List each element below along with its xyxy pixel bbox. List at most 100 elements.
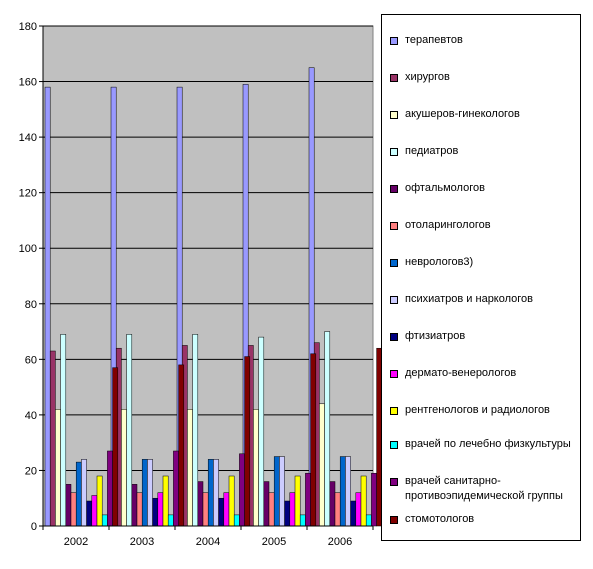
- bar: [91, 495, 98, 527]
- legend-item: дермато-венерологов: [390, 366, 576, 381]
- bar: [96, 475, 103, 527]
- y-tick-label: 140: [19, 132, 37, 144]
- legend-swatch: [390, 222, 398, 230]
- legend-swatch: [390, 407, 398, 415]
- x-tick-label: 2005: [262, 536, 286, 548]
- legend-swatch: [390, 333, 398, 341]
- x-tick-label: 2002: [64, 536, 88, 548]
- legend-item: психиатров и наркологов: [390, 292, 576, 307]
- bar: [334, 492, 341, 527]
- bar: [371, 472, 377, 527]
- bar: [284, 500, 291, 527]
- legend-item: офтальмологов: [390, 181, 576, 196]
- y-tick-label: 40: [25, 410, 37, 422]
- legend-swatch: [390, 74, 398, 82]
- bar-series: [44, 67, 383, 527]
- legend-label: педиатров: [405, 145, 459, 157]
- y-tick-label: 180: [19, 21, 37, 33]
- legend-item: хирургов: [390, 70, 576, 85]
- legend-label: врачей по лечебно физкультуры: [405, 438, 571, 450]
- bar: [310, 353, 317, 527]
- y-tick-label: 100: [19, 243, 37, 255]
- bar: [81, 459, 87, 527]
- bar: [294, 475, 301, 527]
- legend-swatch: [390, 478, 398, 486]
- bar: [101, 514, 108, 527]
- legend: терапевтов хирургов акушеров-гинекологов…: [381, 14, 581, 541]
- bar: [365, 514, 372, 527]
- axes: [42, 26, 373, 527]
- bar: [263, 481, 270, 527]
- bar: [192, 334, 199, 527]
- bar: [239, 453, 245, 527]
- bar: [319, 403, 325, 527]
- bar: [289, 492, 296, 527]
- bar: [65, 484, 72, 527]
- bar: [147, 459, 153, 527]
- x-tick-label: 2006: [328, 536, 352, 548]
- bar: [55, 409, 61, 527]
- legend-label: офтальмологов: [405, 182, 485, 194]
- legend-label: акушеров-гинекологов: [405, 108, 520, 120]
- bar: [141, 459, 148, 527]
- bar: [273, 456, 280, 527]
- bar: [339, 456, 346, 527]
- legend-label: фтизиатров: [405, 330, 466, 342]
- legend-swatch: [390, 259, 398, 267]
- legend-item: стомотологов: [390, 512, 576, 527]
- bar: [107, 450, 113, 527]
- bar: [218, 497, 225, 527]
- bar: [355, 492, 362, 527]
- legend-swatch: [390, 37, 398, 45]
- bar: [187, 409, 193, 527]
- legend-label: дермато-венерологов: [405, 367, 517, 379]
- bar: [350, 500, 357, 527]
- y-tick-label: 120: [19, 188, 37, 200]
- legend-label: хирургов: [405, 71, 450, 83]
- bar: [345, 456, 351, 527]
- legend-label: неврологов3): [405, 256, 474, 268]
- bar: [360, 475, 367, 527]
- bar: [213, 459, 219, 527]
- bar: [258, 336, 265, 527]
- bar: [324, 331, 331, 527]
- bar: [75, 461, 82, 527]
- bar: [112, 367, 119, 527]
- legend-item: педиатров: [390, 144, 576, 159]
- legend-swatch: [390, 185, 398, 193]
- x-tick-label: 2004: [196, 536, 220, 548]
- bar: [233, 514, 240, 527]
- bar: [299, 514, 306, 527]
- x-tick-labels: 2002 2003 2004 2005 2006: [42, 526, 374, 548]
- bar: [253, 409, 259, 527]
- bar: [60, 334, 67, 527]
- bar: [167, 514, 174, 527]
- legend-item: акушеров-гинекологов: [390, 107, 576, 122]
- legend-label: психиатров и наркологов: [405, 293, 534, 305]
- bar: [86, 500, 93, 527]
- bar: [173, 450, 179, 527]
- x-tick-label: 2003: [130, 536, 154, 548]
- bar: [207, 459, 214, 527]
- legend-label: рентгенологов и радиологов: [405, 404, 550, 416]
- bar: [329, 481, 336, 527]
- bar: [70, 492, 77, 527]
- legend-swatch: [390, 516, 398, 524]
- legend-item: фтизиатров: [390, 329, 576, 344]
- y-tick-label: 20: [25, 465, 37, 477]
- legend-item: рентгенологов и радиологов: [390, 403, 576, 418]
- bar: [228, 475, 235, 527]
- legend-item: отоларингологов: [390, 218, 576, 233]
- legend-label: отоларингологов: [405, 219, 491, 231]
- bar: [126, 334, 133, 527]
- legend-swatch: [390, 370, 398, 378]
- bar: [202, 492, 209, 527]
- bar: [136, 492, 143, 527]
- bar: [305, 472, 311, 527]
- y-tick-label: 0: [31, 521, 37, 533]
- y-tick-label: 80: [25, 299, 37, 311]
- bar: [121, 409, 127, 527]
- legend-label: врачей санитарно-противоэпидемической гр…: [405, 475, 563, 502]
- bar: [279, 456, 285, 527]
